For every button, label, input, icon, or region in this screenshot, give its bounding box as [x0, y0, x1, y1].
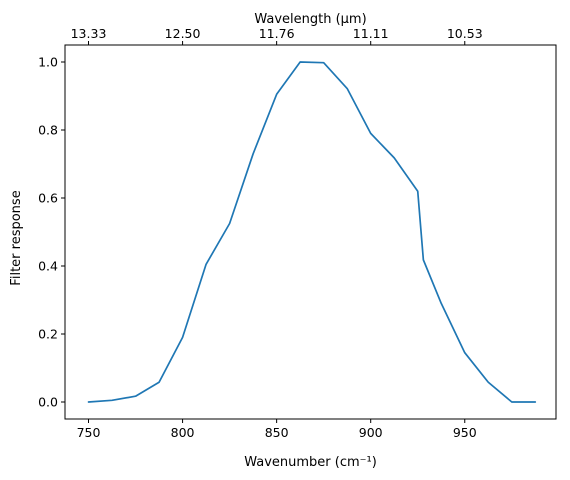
series-line-0 [87, 61, 537, 403]
y-tick-label: 0.8 [38, 123, 58, 138]
x-tick-label: 850 [265, 425, 289, 440]
y-tick-label: 0.0 [38, 395, 58, 410]
y-axis: 0.0 0.2 0.4 0.6 0.8 1.0 [38, 55, 65, 410]
secondary-x-axis-label: Wavelength (μm) [254, 12, 366, 27]
y-tick-label: 0.4 [38, 259, 58, 274]
secondary-x-tick-label: 10.53 [447, 26, 483, 41]
secondary-x-tick-label: 11.76 [259, 26, 295, 41]
y-tick-label: 1.0 [38, 55, 58, 70]
x-tick-label: 800 [171, 425, 195, 440]
x-axis-label: Wavenumber (cm⁻¹) [244, 455, 377, 470]
secondary-x-axis: 13.33 12.50 11.76 11.11 10.53 [71, 26, 483, 45]
secondary-x-tick-label: 11.11 [353, 26, 389, 41]
x-tick-label: 950 [453, 425, 477, 440]
y-axis-label: Filter response [9, 190, 24, 285]
x-axis: 750 800 850 900 950 [77, 419, 477, 440]
plot-area [87, 61, 537, 403]
secondary-x-tick-label: 13.33 [71, 26, 107, 41]
x-tick-label: 900 [359, 425, 383, 440]
plot-frame [64, 44, 557, 420]
secondary-x-tick-label: 12.50 [165, 26, 201, 41]
x-tick-label: 750 [77, 425, 101, 440]
y-tick-label: 0.6 [38, 191, 58, 206]
y-tick-label: 0.2 [38, 327, 58, 342]
